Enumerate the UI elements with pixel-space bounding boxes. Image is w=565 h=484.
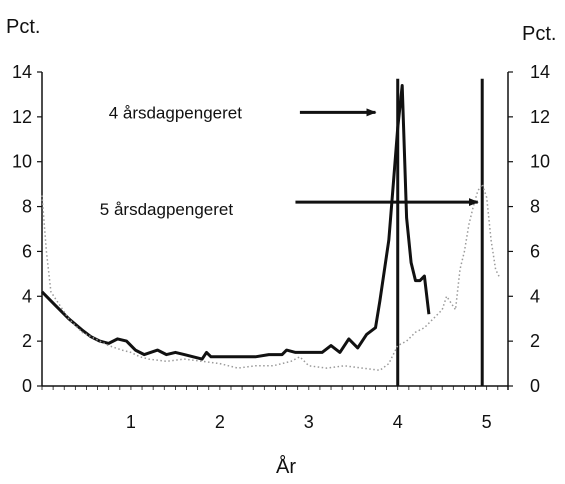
x-tick-label: 1 [126, 412, 136, 432]
y-tick-label-left: 4 [22, 286, 32, 306]
y-tick-label-left: 14 [12, 62, 32, 82]
y-tick-label-left: 12 [12, 107, 32, 127]
y-axis-label-right: Pct. [522, 23, 556, 45]
x-tick-label: 5 [482, 412, 492, 432]
annotation-label-1: 4 årsdagpengeret [109, 103, 243, 122]
y-tick-label-right: 4 [530, 286, 540, 306]
x-tick-label: 2 [215, 412, 225, 432]
y-tick-label-right: 8 [530, 197, 540, 217]
series-layer [42, 79, 500, 386]
x-tick-label: 4 [393, 412, 403, 432]
y-tick-label-right: 6 [530, 241, 540, 261]
y-tick-label-left: 10 [12, 152, 32, 172]
y-tick-label-right: 2 [530, 331, 540, 351]
y-tick-label-left: 6 [22, 241, 32, 261]
annotation-layer: 4 årsdagpengeret 5 årsdagpengeret [100, 103, 478, 218]
y-tick-label-left: 0 [22, 376, 32, 396]
y-tick-label-right: 12 [530, 107, 550, 127]
y-tick-label-left: 8 [22, 197, 32, 217]
annotation-label-2: 5 årsdagpengeret [100, 200, 234, 219]
y-tick-label-right: 10 [530, 152, 550, 172]
y-tick-label-right: 14 [530, 62, 550, 82]
x-tick-label: 3 [304, 412, 314, 432]
y-tick-label-right: 0 [530, 376, 540, 396]
x-axis-label: År [276, 455, 296, 478]
y-axis-label-left: Pct. [6, 16, 40, 38]
series-line-solid [42, 86, 429, 360]
y-tick-label-left: 2 [22, 331, 32, 351]
